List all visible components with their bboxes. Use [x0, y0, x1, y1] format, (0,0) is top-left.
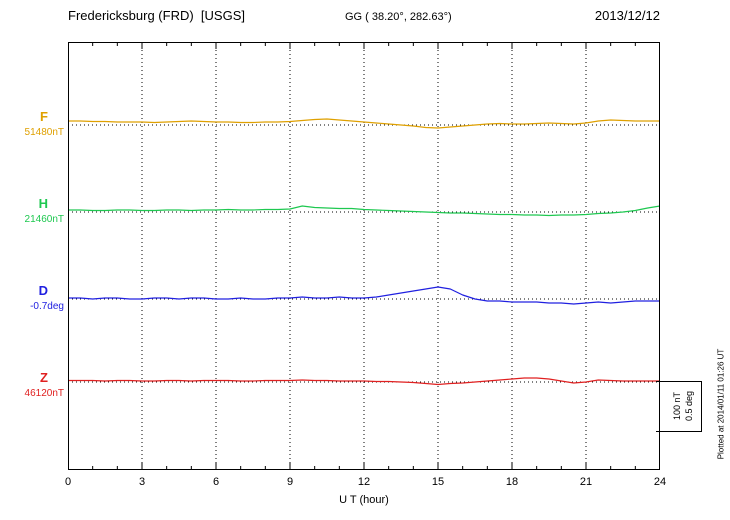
x-tick-label: 18 [505, 476, 519, 488]
station-coordinates: GG ( 38.20°, 282.63°) [345, 11, 452, 23]
plot-date: 2013/12/12 [594, 8, 660, 23]
station-title: Fredericksburg (FRD) [USGS] [68, 8, 245, 23]
trace-label-D: D [38, 283, 48, 298]
trace-baseline-F: 51480nT [24, 127, 64, 138]
x-tick-label: 0 [64, 476, 72, 488]
scale-bar-deg-label: 0.5 deg [684, 390, 694, 422]
trace-baseline-D: -0.7deg [30, 301, 64, 312]
x-axis-label: U T (hour) [339, 494, 389, 506]
trace-F [68, 118, 660, 129]
x-tick-label: 15 [431, 476, 445, 488]
trace-label-H: H [38, 196, 48, 211]
x-tick-label: 21 [579, 476, 593, 488]
trace-D [68, 286, 660, 305]
x-tick-label: 6 [212, 476, 220, 488]
plotted-timestamp: Plotted at 2014/01/11 01:26 UT [716, 348, 726, 460]
scale-bar-top-line [656, 381, 702, 382]
magnetogram-plot [68, 42, 660, 470]
x-tick-label: 12 [357, 476, 371, 488]
trace-label-Z: Z [40, 370, 48, 385]
scale-bar-connector-line [701, 381, 702, 432]
trace-baseline-H: 21460nT [24, 214, 64, 225]
trace-baseline-Z: 46120nT [24, 388, 64, 399]
scale-bar-bottom-line [656, 431, 702, 432]
trace-Z [68, 377, 660, 386]
x-tick-label: 3 [138, 476, 146, 488]
plot-frame [68, 42, 660, 470]
trace-H [68, 205, 660, 217]
trace-label-F: F [40, 109, 48, 124]
scale-bar-nt-label: 100 nT [672, 391, 682, 421]
x-tick-label: 24 [653, 476, 667, 488]
x-tick-label: 9 [286, 476, 294, 488]
